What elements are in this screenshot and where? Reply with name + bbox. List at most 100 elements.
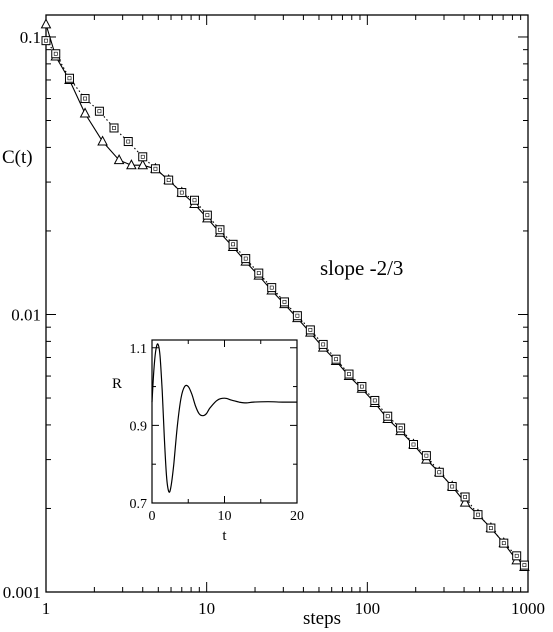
square-point-inner [347,372,351,376]
y-axis-label: C(t) [2,147,33,168]
square-point-inner [476,512,480,517]
square-point-inner [179,190,184,195]
square-point-inner [97,109,102,114]
square-point [357,382,367,392]
square-point-inner [83,96,87,101]
triangle-point [459,496,471,507]
square-point [241,254,251,264]
square-point [486,523,496,533]
square-point [202,210,212,220]
square-point [215,225,225,235]
square-point-inner [359,384,364,389]
square-point-inner [295,313,300,318]
square-point [51,49,61,59]
square-point [279,297,289,307]
square-point-inner [522,563,527,568]
square-point [512,551,522,561]
square-point-inner [463,495,467,499]
square-point [421,451,431,461]
square-point-inner [231,242,235,247]
square-point [64,73,74,83]
square-point [318,339,328,349]
inset-y-axis-label: R [112,376,122,392]
square-point-inner [269,285,274,290]
square-point-inner [218,227,222,232]
square-point [447,481,457,491]
square-point-inner [153,166,158,171]
square-point [164,175,174,185]
square-point-inner [437,470,442,475]
square-point [519,560,529,570]
inset-plot: 0 10 20 0.7 0.9 1.1 t R [112,339,304,544]
square-point-inner [424,453,429,458]
square-point [331,354,341,364]
triangle-point [113,154,125,165]
inset-x-axis-label: t [222,528,227,544]
square-point-inner [53,51,58,56]
square-point-inner [205,213,210,218]
square-point [190,195,200,205]
square-point [473,510,483,520]
square-point [94,106,104,116]
square-point [396,423,406,433]
square-point-inner [140,154,145,159]
square-point-inner [385,414,390,419]
square-point-inner [501,541,506,546]
inset-series-line [151,343,298,493]
inset-x-tick-label: 10 [218,509,232,524]
square-point [383,411,393,421]
plot-frame [45,14,529,593]
triangle-point [97,135,108,146]
square-point-inner [112,126,116,130]
square-point [267,283,277,293]
square-point-inner [398,426,403,430]
inset-x-tick-label: 20 [290,509,304,524]
square-point [434,467,444,477]
square-point-inner [372,398,377,403]
square-point-inner [44,38,48,43]
y-tick-label: 0.1 [20,28,41,47]
x-tick-label: 100 [355,599,381,618]
triangle-point [137,159,149,170]
square-point [150,164,160,174]
x-tick-label: 1 [42,599,51,618]
square-point-inner [450,484,455,489]
square-point [305,325,315,335]
square-point [254,268,264,278]
square-point [499,538,509,548]
square-point [370,395,380,405]
square-point [41,36,51,46]
square-point-inner [488,526,493,530]
square-point-inner [321,342,326,347]
square-point [409,440,419,450]
triangle-point [40,18,52,29]
square-point-inner [67,76,72,81]
square-point-inner [126,139,131,144]
square-point [344,369,354,379]
square-point [123,137,133,147]
square-point [460,492,470,502]
square-point [177,188,187,198]
x-tick-label: 10 [198,599,215,618]
inset-y-tick-label: 0.7 [130,497,148,512]
inset-y-tick-label: 1.1 [130,342,148,357]
y-tick-label: 0.01 [11,305,41,324]
square-point [109,123,119,133]
square-point-inner [243,256,248,261]
square-point-inner [166,178,171,182]
square-point-inner [308,327,313,332]
inset-y-tick-label: 0.9 [130,419,148,434]
square-point-inner [334,357,338,362]
square-point [80,94,90,104]
slope-annotation: slope -2/3 [320,256,403,280]
square-point-inner [514,553,519,558]
y-tick-label: 0.001 [3,583,41,602]
square-point [292,311,302,321]
square-point-inner [192,198,197,203]
x-tick-label: 1000 [511,599,545,618]
inset-x-tick-label: 0 [149,509,156,524]
x-axis-label: steps [303,608,341,629]
square-point [228,239,238,249]
